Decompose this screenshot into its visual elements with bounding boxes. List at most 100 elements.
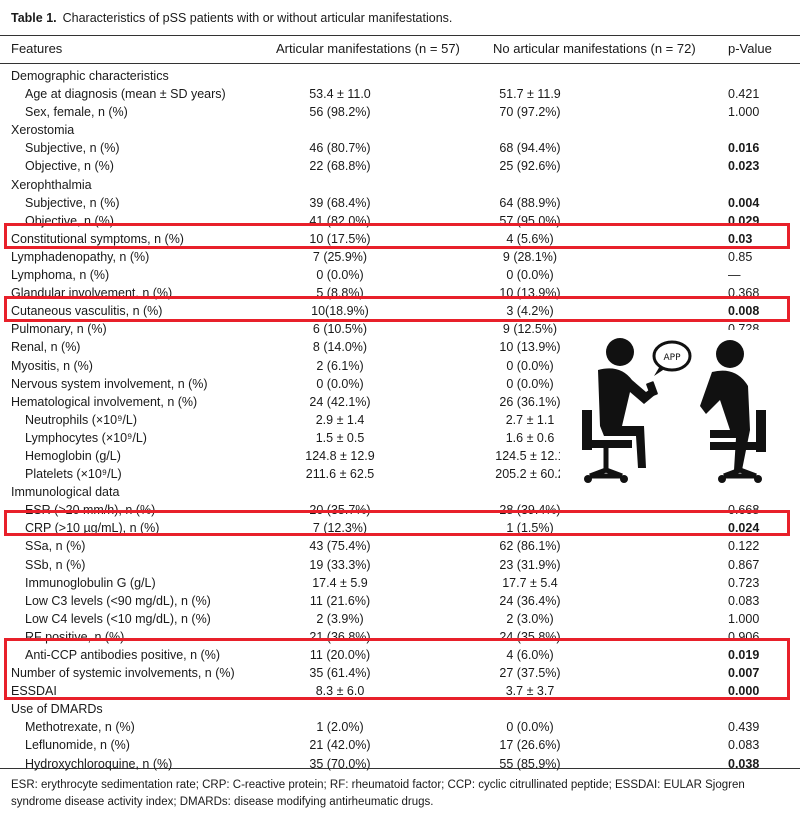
table-row: Demographic characteristics [0, 67, 800, 85]
cell-pvalue: 0.723 [728, 575, 760, 590]
cell-feature: Constitutional symptoms, n (%) [11, 231, 184, 246]
cell-no-articular: 1 (1.5%) [506, 521, 554, 536]
cell-no-articular: 64 (88.9%) [499, 195, 561, 210]
cell-articular: 8 (14.0%) [312, 340, 368, 355]
cell-pvalue: 0.03 [728, 231, 753, 246]
table-row: Immunological data [0, 483, 800, 501]
table-body: Demographic characteristics Age at diagno… [0, 67, 800, 773]
cell-feature: Low C3 levels (<90 mg/dL), n (%) [25, 593, 211, 608]
cell-feature: SSb, n (%) [25, 557, 86, 572]
cell-articular: 11 (20.0%) [309, 648, 371, 662]
table-row: Lymphocytes (×10⁹/L) 1.5 ± 0.5 1.6 ± 0.6 [0, 429, 800, 447]
table-row: Subjective, n (%) 46 (80.7%) 68 (94.4%) 0.0… [0, 139, 800, 157]
table-row: Immunoglobulin G (g/L) 17.4 ± 5.9 17.7 ± 5… [0, 574, 800, 592]
cell-pvalue: 0.083 [728, 593, 760, 608]
cell-pvalue: 0.024 [728, 521, 760, 536]
cell-feature: Low C4 levels (<10 mg/dL), n (%) [25, 611, 211, 626]
cell-feature: Lymphocytes (×10⁹/L) [25, 430, 147, 445]
cell-feature: Age at diagnosis (mean ± SD years) [25, 87, 226, 102]
cell-articular: 10(18.9%) [311, 304, 369, 319]
table-row: Number of systemic involvements, n (%) 35… [0, 664, 800, 682]
cell-no-articular: 3.7 ± 3.7 [505, 684, 555, 699]
cell-feature: Hydroxychloroquine, n (%) [25, 756, 173, 771]
highlight-systemic-block [4, 638, 790, 700]
cell-articular: 43 (75.4%) [309, 539, 371, 554]
cell-pvalue: 0.439 [728, 720, 760, 735]
cell-articular: 0 (0.0%) [316, 376, 364, 391]
cell-pvalue: 0.016 [728, 141, 760, 156]
highlight-cutaneous-vasculitis [4, 296, 790, 322]
table-row: Anti-CCP antibodies positive, n (%) 11 (2… [0, 646, 800, 664]
table-row: Objective, n (%) 22 (68.8%) 25 (92.6%) 0.02… [0, 157, 800, 175]
cell-articular: 124.8 ± 12.9 [305, 448, 375, 463]
table-row: Neutrophils (×10⁹/L) 2.9 ± 1.4 2.7 ± 1.1 [0, 411, 800, 429]
cell-pvalue: 0.038 [728, 756, 760, 771]
cell-pvalue: — [728, 268, 741, 283]
table-row: Sex, female, n (%) 56 (98.2%) 70 (97.2%) 1.… [0, 103, 800, 121]
cell-articular: 24 (42.1%) [309, 394, 371, 409]
highlight-crp [4, 510, 790, 536]
cell-no-articular: 2.7 ± 1.1 [505, 412, 555, 427]
cell-no-articular: 25 (92.6%) [499, 159, 561, 174]
cell-feature: Demographic characteristics [11, 69, 169, 83]
cell-pvalue: 0.008 [728, 304, 760, 319]
cell-feature: Lymphoma, n (%) [11, 268, 110, 283]
cell-articular: 22 (68.8%) [309, 159, 371, 174]
people-talking-about-app-icon: APP [560, 330, 775, 485]
cell-feature: Xerostomia [11, 123, 75, 138]
cell-articular: 46 (80.7%) [309, 141, 371, 156]
cell-no-articular: 10 (13.9%) [499, 340, 561, 355]
cell-feature: Use of DMARDs [11, 702, 103, 717]
cell-articular: 1.5 ± 0.5 [315, 430, 365, 445]
cell-pvalue: 1.000 [728, 105, 760, 120]
table-row: Age at diagnosis (mean ± SD years) 53.4 ±… [0, 85, 800, 103]
cell-articular: 35 (70.0%) [309, 756, 371, 771]
table-row: Subjective, n (%) 39 (68.4%) 64 (88.9%) 0.0… [0, 194, 800, 212]
cell-no-articular: 70 (97.2%) [499, 105, 561, 120]
cell-feature: Immunoglobulin G (g/L) [25, 575, 156, 590]
header-features: Features [11, 41, 63, 56]
cell-pvalue: 1.000 [728, 611, 760, 626]
cell-feature: Renal, n (%) [11, 340, 81, 355]
highlight-constitutional-symptoms [4, 223, 790, 249]
cell-pvalue: 0.122 [728, 539, 760, 554]
cell-pvalue: 0.083 [728, 738, 760, 753]
cell-articular: 17.4 ± 5.9 [312, 575, 368, 590]
cell-no-articular: 0 (0.0%) [506, 268, 554, 283]
table-footnote: ESR: erythrocyte sedimentation rate; CRP… [11, 779, 745, 808]
cell-pvalue: 0.421 [728, 87, 760, 102]
cell-feature: Nervous system involvement, n (%) [11, 376, 208, 391]
cell-feature: Neutrophils (×10⁹/L) [25, 412, 138, 427]
cell-feature: ESSDAI [11, 684, 57, 699]
cell-no-articular: 23 (31.9%) [499, 557, 561, 572]
cell-no-articular: 124.5 ± 12.1 [495, 448, 565, 463]
table-row: Leflunomide, n (%) 21 (42.0%) 17 (26.6%) 0.… [0, 736, 800, 754]
cell-articular: 8.3 ± 6.0 [315, 684, 365, 699]
cell-articular: 21 (42.0%) [309, 738, 371, 753]
cell-no-articular: 27 (37.5%) [499, 666, 561, 681]
cell-articular: 2 (3.9%) [316, 611, 364, 626]
cell-feature: Methotrexate, n (%) [25, 720, 135, 735]
table-row: Xerophthalmia [0, 176, 800, 194]
cell-pvalue: 0.019 [728, 648, 760, 662]
table-row: Xerostomia [0, 121, 800, 139]
cell-feature: SSa, n (%) [25, 539, 86, 554]
cell-no-articular: 62 (86.1%) [499, 539, 561, 554]
cell-articular: 1 (2.0%) [316, 720, 364, 735]
table-caption: Table 1. Characteristics of pSS patients … [11, 11, 452, 25]
cell-articular: 19 (33.3%) [309, 557, 371, 572]
table-row: Hydroxychloroquine, n (%) 35 (70.0%) 55 (8… [0, 755, 800, 773]
cell-no-articular: 1.6 ± 0.6 [505, 430, 555, 445]
cell-feature: Hematological involvement, n (%) [11, 394, 198, 409]
table-row: Methotrexate, n (%) 1 (2.0%) 0 (0.0%) 0.439 [0, 718, 800, 736]
table-title: Characteristics of pSS patients with or … [62, 11, 453, 25]
header-no-articular: No articular manifestations (n = 72) [493, 41, 696, 56]
table-row: SSb, n (%) 19 (33.3%) 23 (31.9%) 0.867 [0, 556, 800, 574]
cell-feature: Pulmonary, n (%) [11, 322, 107, 337]
cell-feature: Platelets (×10⁹/L) [25, 467, 122, 482]
cell-no-articular: 55 (85.9%) [499, 756, 561, 771]
cell-feature: Cutaneous vasculitis, n (%) [11, 304, 163, 319]
cell-articular: 0 (0.0%) [316, 268, 364, 283]
cell-articular: 11 (21.6%) [309, 593, 371, 608]
